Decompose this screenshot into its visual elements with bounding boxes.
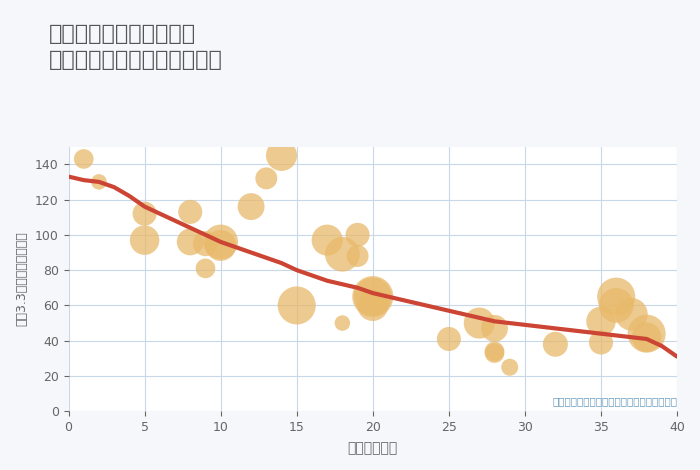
Point <box>200 265 211 272</box>
Point <box>260 175 272 182</box>
Point <box>139 236 150 244</box>
X-axis label: 築年数（年）: 築年数（年） <box>348 441 398 455</box>
Point <box>504 363 515 371</box>
Point <box>368 302 379 309</box>
Point <box>443 335 454 343</box>
Point <box>246 203 257 211</box>
Point <box>368 293 379 300</box>
Point <box>352 231 363 239</box>
Point <box>626 311 637 318</box>
Point <box>610 293 622 300</box>
Y-axis label: 坪（3.3㎡）単価（万円）: 坪（3.3㎡）単価（万円） <box>15 232 28 326</box>
Point <box>489 349 500 357</box>
Text: 奈良県奈良市三松ヶ丘の
築年数別中古マンション価格: 奈良県奈良市三松ヶ丘の 築年数別中古マンション価格 <box>49 24 223 70</box>
Point <box>368 293 379 300</box>
Point <box>474 319 485 327</box>
Point <box>200 240 211 247</box>
Point <box>596 318 607 325</box>
Point <box>352 252 363 260</box>
Text: 円の大きさは、取引のあった物件面積を示す: 円の大きさは、取引のあった物件面積を示す <box>552 396 677 406</box>
Point <box>93 178 104 186</box>
Point <box>489 348 500 355</box>
Point <box>276 152 287 159</box>
Point <box>550 340 561 348</box>
Point <box>215 238 226 246</box>
Point <box>641 333 652 341</box>
Point <box>596 339 607 346</box>
Point <box>185 208 196 216</box>
Point <box>610 302 622 309</box>
Point <box>321 236 332 244</box>
Point <box>489 325 500 332</box>
Point <box>337 319 348 327</box>
Point <box>185 238 196 246</box>
Point <box>641 330 652 337</box>
Point <box>78 155 90 163</box>
Point <box>337 251 348 258</box>
Point <box>139 210 150 218</box>
Point <box>291 302 302 309</box>
Point <box>215 242 226 249</box>
